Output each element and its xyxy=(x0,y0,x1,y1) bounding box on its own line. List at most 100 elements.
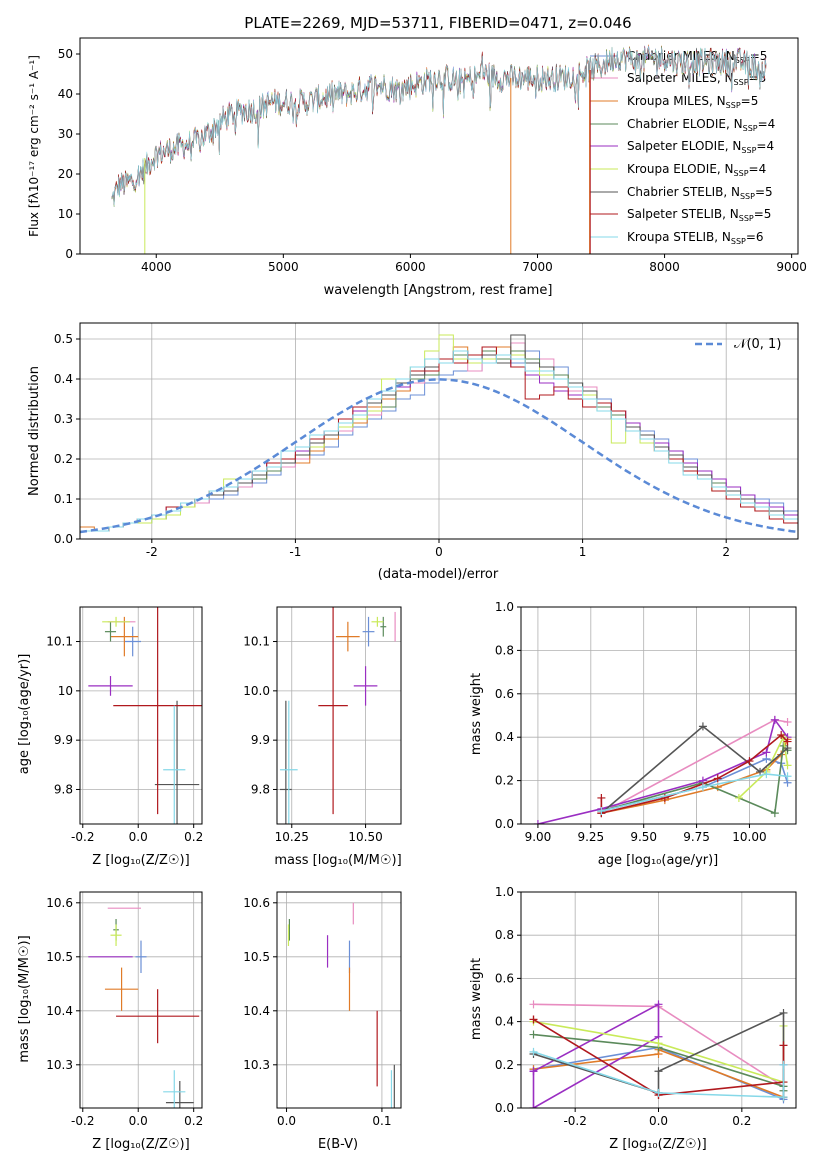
weights-salpeter-elodie xyxy=(533,715,792,824)
weights-marker xyxy=(533,820,542,824)
x-tick-label: 4000 xyxy=(141,260,172,274)
errorbar-salpeter-elodie xyxy=(88,676,133,696)
errorbar-kroupa-elodie xyxy=(102,616,130,627)
x-tick-label: 0 xyxy=(435,545,443,559)
weights-marker xyxy=(779,1093,788,1102)
massweight-vs-metallicity-panel: Z [log₁₀(Z/Z☉)] mass weight -0.2 0.0 0.2 0.… xyxy=(469,885,797,1152)
y-tick-label: 10.5 xyxy=(46,950,73,964)
errorbar-salpeter-stelib xyxy=(116,989,200,1044)
legend-label: Chabrier ELODIE, NSSP=4 xyxy=(627,117,775,133)
grid xyxy=(277,607,401,824)
plot-area xyxy=(88,607,202,824)
x-tick-label: 0.0 xyxy=(277,1114,296,1128)
y-tick-label: 0.6 xyxy=(495,971,514,985)
weights-marker xyxy=(779,741,788,750)
errorbar-kroupa-stelib xyxy=(163,1070,186,1108)
errorbar-chabrier-stelib xyxy=(279,700,292,824)
y-tick-label: 10.1 xyxy=(46,635,73,649)
y-tick-label: 0.2 xyxy=(495,1058,514,1072)
y-tick-label: 9.9 xyxy=(54,733,73,747)
y-tick-label: 0.4 xyxy=(54,372,73,386)
x-tick-label: 0.0 xyxy=(129,1114,148,1128)
x-tick-label: -2 xyxy=(146,545,158,559)
weights-marker xyxy=(777,731,786,740)
weights-marker xyxy=(762,748,771,757)
weights-marker xyxy=(770,715,779,724)
y-tick-label: 30 xyxy=(58,127,73,141)
x-tick-label: 0.2 xyxy=(732,1114,751,1128)
y-tick-label: 20 xyxy=(58,167,73,181)
age-z-xlabel: Z [log₁₀(Z/Z☉)] xyxy=(92,853,189,868)
grid xyxy=(80,607,202,824)
x-tick-label: -1 xyxy=(289,545,301,559)
x-tick-label: 10.25 xyxy=(275,830,309,844)
legend-label: Kroupa MILES, NSSP=5 xyxy=(627,94,758,110)
y-tick-label: 10.1 xyxy=(243,635,270,649)
massweight-vs-age-panel: age [log₁₀(age/yr)] mass weight 9.00 9.25… xyxy=(469,600,797,868)
weights-marker xyxy=(654,1039,663,1048)
x-tick-label: 0.1 xyxy=(372,1114,391,1128)
errorbar-chabrier-miles xyxy=(124,626,141,657)
y-tick-label: 9.8 xyxy=(54,782,73,796)
axes: 4000 5000 6000 7000 8000 9000 0 10 20 30 40 50 xyxy=(58,37,807,274)
weights-marker xyxy=(698,722,707,731)
axes-frame xyxy=(79,891,203,1109)
x-tick-label: 6000 xyxy=(395,260,426,274)
x-tick-label: 9.75 xyxy=(683,830,710,844)
errorbar-chabrier-miles xyxy=(362,616,375,647)
axes-frame xyxy=(79,37,799,255)
y-tick-label: 0.8 xyxy=(495,643,514,657)
mw-age-xlabel: age [log₁₀(age/yr)] xyxy=(598,853,719,868)
x-tick-label: 9000 xyxy=(776,260,807,274)
y-tick-label: 0.4 xyxy=(495,730,514,744)
age-mass-xlabel: mass [log₁₀(M/M☉)] xyxy=(274,853,401,868)
mw-age-ylabel: mass weight xyxy=(469,673,484,755)
y-tick-label: 0.2 xyxy=(495,774,514,788)
x-tick-label: -0.2 xyxy=(71,830,94,844)
spectrum-ylabel: Flux [fλ10⁻¹⁷ erg cm⁻² s⁻¹ A⁻¹] xyxy=(27,55,41,237)
axes: -0.2 0.0 0.2 0.0 0.2 0.4 0.6 0.8 1.0 xyxy=(495,885,797,1128)
y-tick-label: 10 xyxy=(58,684,73,698)
y-tick-label: 9.8 xyxy=(251,782,270,796)
y-tick-label: 0.5 xyxy=(54,332,73,346)
weights-marker xyxy=(783,737,792,746)
mw-z-xlabel: Z [log₁₀(Z/Z☉)] xyxy=(609,1137,706,1152)
spectrum-legend: Chabrier MILES, NSSP=5 Salpeter MILES, N… xyxy=(590,49,775,246)
weights-marker xyxy=(779,1041,788,1050)
errorbar-kroupa-stelib xyxy=(163,705,186,824)
axes-frame xyxy=(520,606,797,825)
y-tick-label: 10.4 xyxy=(46,1004,73,1018)
errorbar-chabrier-elodie xyxy=(104,621,117,642)
normal-curve xyxy=(80,378,798,534)
y-tick-label: 10 xyxy=(58,207,73,221)
x-tick-label: 0.2 xyxy=(184,1114,203,1128)
weights-marker xyxy=(529,1000,538,1009)
weights-marker xyxy=(529,1067,538,1076)
axes: 9.00 9.25 9.50 9.75 10.00 0.0 0.2 0.4 0.6 0.8 1.0 xyxy=(495,600,797,844)
y-tick-label: 10.3 xyxy=(46,1058,73,1072)
axes: 0.0 0.1 10.3 10.4 10.5 10.6 xyxy=(243,891,402,1128)
weights-marker xyxy=(734,793,743,802)
errorbar-salpeter-stelib xyxy=(113,607,202,815)
legend-label: Salpeter ELODIE, NSSP=4 xyxy=(627,139,774,155)
residual-legend: 𝒩(0, 1) xyxy=(695,337,781,352)
y-tick-label: 10.5 xyxy=(243,950,270,964)
y-tick-label: 1.0 xyxy=(495,600,514,614)
legend-label: Chabrier STELIB, NSSP=5 xyxy=(627,185,773,201)
residual-ylabel: Normed distribution xyxy=(27,366,42,496)
weights-line xyxy=(537,718,789,824)
weights-line xyxy=(738,734,789,799)
y-tick-label: 0.4 xyxy=(495,1015,514,1029)
y-tick-label: 10.3 xyxy=(243,1058,270,1072)
legend-label: Salpeter STELIB, NSSP=5 xyxy=(627,207,771,223)
spectrum-xlabel: wavelength [Angstrom, rest frame] xyxy=(324,283,553,298)
legend-label: Kroupa STELIB, NSSP=6 xyxy=(627,230,764,246)
weights-salpeter-elodie xyxy=(529,1000,663,1108)
weights-marker xyxy=(529,1015,538,1024)
y-tick-label: 10.4 xyxy=(243,1004,270,1018)
plot-area xyxy=(279,607,396,824)
weights-marker xyxy=(654,1088,663,1097)
legend-label-normal: 𝒩(0, 1) xyxy=(734,337,781,352)
